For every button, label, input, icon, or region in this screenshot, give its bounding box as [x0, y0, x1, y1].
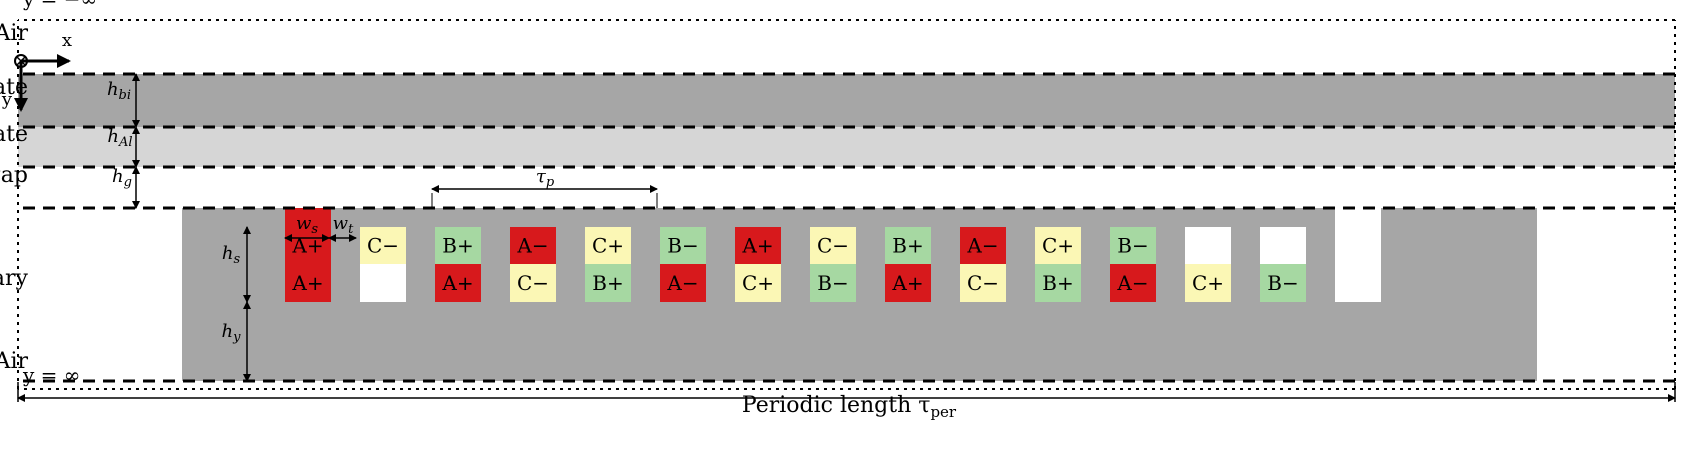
slot-coil-upper-label: B+	[892, 234, 923, 258]
pole-pitch-label: τp	[536, 166, 555, 190]
slot-coil-lower	[1110, 264, 1156, 302]
boundary-bottom-label: y = ∞	[22, 363, 80, 387]
slot-coil-lower-label: B+	[592, 271, 623, 295]
slot-coil-lower-label: C−	[967, 271, 999, 295]
slot-coil-lower	[1185, 264, 1231, 302]
slot-coil-lower	[285, 264, 331, 302]
backiron-label: hbi	[107, 79, 131, 103]
slot-coil-lower-label: B+	[1042, 271, 1073, 295]
region-v-label: Region V: Secondary back-iron plate	[0, 75, 28, 100]
x-axis-label: x	[62, 30, 72, 51]
period-label: Periodic length τper	[742, 393, 957, 421]
slot: C−	[360, 227, 406, 302]
slot: A+ B+	[885, 227, 931, 302]
region-iii-label: Region III: Airgap	[0, 163, 28, 188]
slot-coil-upper	[1185, 227, 1231, 264]
plate-label: hAl	[107, 126, 132, 150]
slot-coil-upper-label: A+	[291, 234, 323, 258]
region-vi-label: Region VI: Air	[0, 21, 28, 46]
slot: C+ A+	[735, 227, 781, 302]
slot-coil-upper	[1335, 208, 1381, 302]
slot-coil-upper-label: C−	[367, 234, 399, 258]
slot-coil-lower-label: A+	[891, 271, 923, 295]
slot: C+	[1185, 227, 1231, 302]
label-group: Region I: Air Region II: Primary Region II…	[0, 0, 957, 421]
slot-coil-upper	[810, 227, 856, 264]
slot-coil-upper-label: B−	[667, 234, 698, 258]
slot-coil-upper	[660, 227, 706, 264]
slot-coil-upper	[510, 227, 556, 264]
slot-coil-lower	[510, 264, 556, 302]
slot-coil-upper	[735, 227, 781, 264]
slot-coil-lower	[660, 264, 706, 302]
slot-coil-lower-label: C−	[517, 271, 549, 295]
slot: B+ C+	[585, 227, 631, 302]
region-iv-plate	[18, 127, 1675, 167]
slot-coil-lower	[585, 264, 631, 302]
slot-coil-lower	[960, 264, 1006, 302]
slot-coil-lower-label: B−	[817, 271, 848, 295]
slot: B+ C+	[1035, 227, 1081, 302]
slot: A+ B+	[435, 227, 481, 302]
y-axis-label: y	[1, 89, 13, 110]
slot-width-label: ws	[296, 213, 318, 237]
slot-coil-lower-label: C+	[742, 271, 774, 295]
slot: C− A−	[960, 227, 1006, 302]
slot-coil-upper-label: A+	[741, 234, 773, 258]
slot	[1335, 208, 1381, 302]
slot-coil-upper	[960, 227, 1006, 264]
slot-coil-lower	[1260, 264, 1306, 302]
slot-coil-lower	[360, 264, 406, 302]
tooth-width-label: wt	[333, 213, 354, 237]
slot-coil-lower-label: A−	[666, 271, 698, 295]
slot: B−	[1260, 227, 1306, 302]
slot-coil-upper-label: C−	[817, 234, 849, 258]
slot-coil-upper-label: B−	[1117, 234, 1148, 258]
slot-coil-upper	[1260, 227, 1306, 264]
slot-coil-lower-label: A+	[291, 271, 323, 295]
slot-coil-lower	[735, 264, 781, 302]
slot-coil-lower	[435, 264, 481, 302]
slot-group: A+ A+ C− A+ B+ C− A− B+ C+ A− B− C+ A+ B− C− A+ B+ C− A− B+…	[285, 208, 1381, 302]
slot: A+ A+	[285, 208, 331, 302]
region-iv-label: Region IV: Conductive secondary plate	[0, 122, 28, 147]
slot-coil-lower-label: A+	[441, 271, 473, 295]
slot-coil-upper	[585, 227, 631, 264]
slot-coil-upper	[435, 227, 481, 264]
slot: A− B−	[660, 227, 706, 302]
slot-height-label: hs	[222, 243, 241, 267]
slot-coil-upper-label: A−	[966, 234, 998, 258]
region-v-backiron	[18, 74, 1675, 135]
slot: A− B−	[1110, 227, 1156, 302]
slot-coil-lower-label: C+	[1192, 271, 1224, 295]
slot-coil-upper-label: B+	[442, 234, 473, 258]
slot-coil-upper-label: C+	[592, 234, 624, 258]
slot-coil-lower-label: B−	[1267, 271, 1298, 295]
slot-coil-upper	[1110, 227, 1156, 264]
slot-coil-lower	[885, 264, 931, 302]
yoke-height-label: hy	[222, 321, 242, 345]
slot: B− C−	[810, 227, 856, 302]
slot-coil-lower	[810, 264, 856, 302]
slot-coil-lower-label: A−	[1116, 271, 1148, 295]
slot-coil-upper-label: A−	[516, 234, 548, 258]
boundary-top-label: y = −∞	[22, 0, 97, 11]
slot-coil-upper	[1035, 227, 1081, 264]
slot-coil-upper	[360, 227, 406, 264]
slot-coil-upper-label: C+	[1042, 234, 1074, 258]
slot: C− A−	[510, 227, 556, 302]
airgap-label: hg	[112, 166, 132, 190]
region-ii-label: Region II: Primary	[0, 266, 29, 291]
slot-coil-lower	[1035, 264, 1081, 302]
slot-coil-upper	[885, 227, 931, 264]
primary-iron	[182, 208, 1537, 381]
region-i-label: Region I: Air	[0, 349, 28, 374]
